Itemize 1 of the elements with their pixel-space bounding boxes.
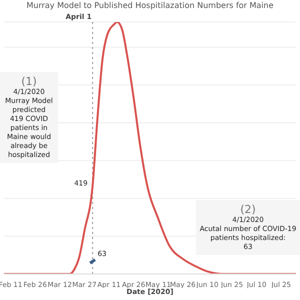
chart-title: Murray Model to Published Hospitilazation Numbers for Maine xyxy=(25,1,275,10)
